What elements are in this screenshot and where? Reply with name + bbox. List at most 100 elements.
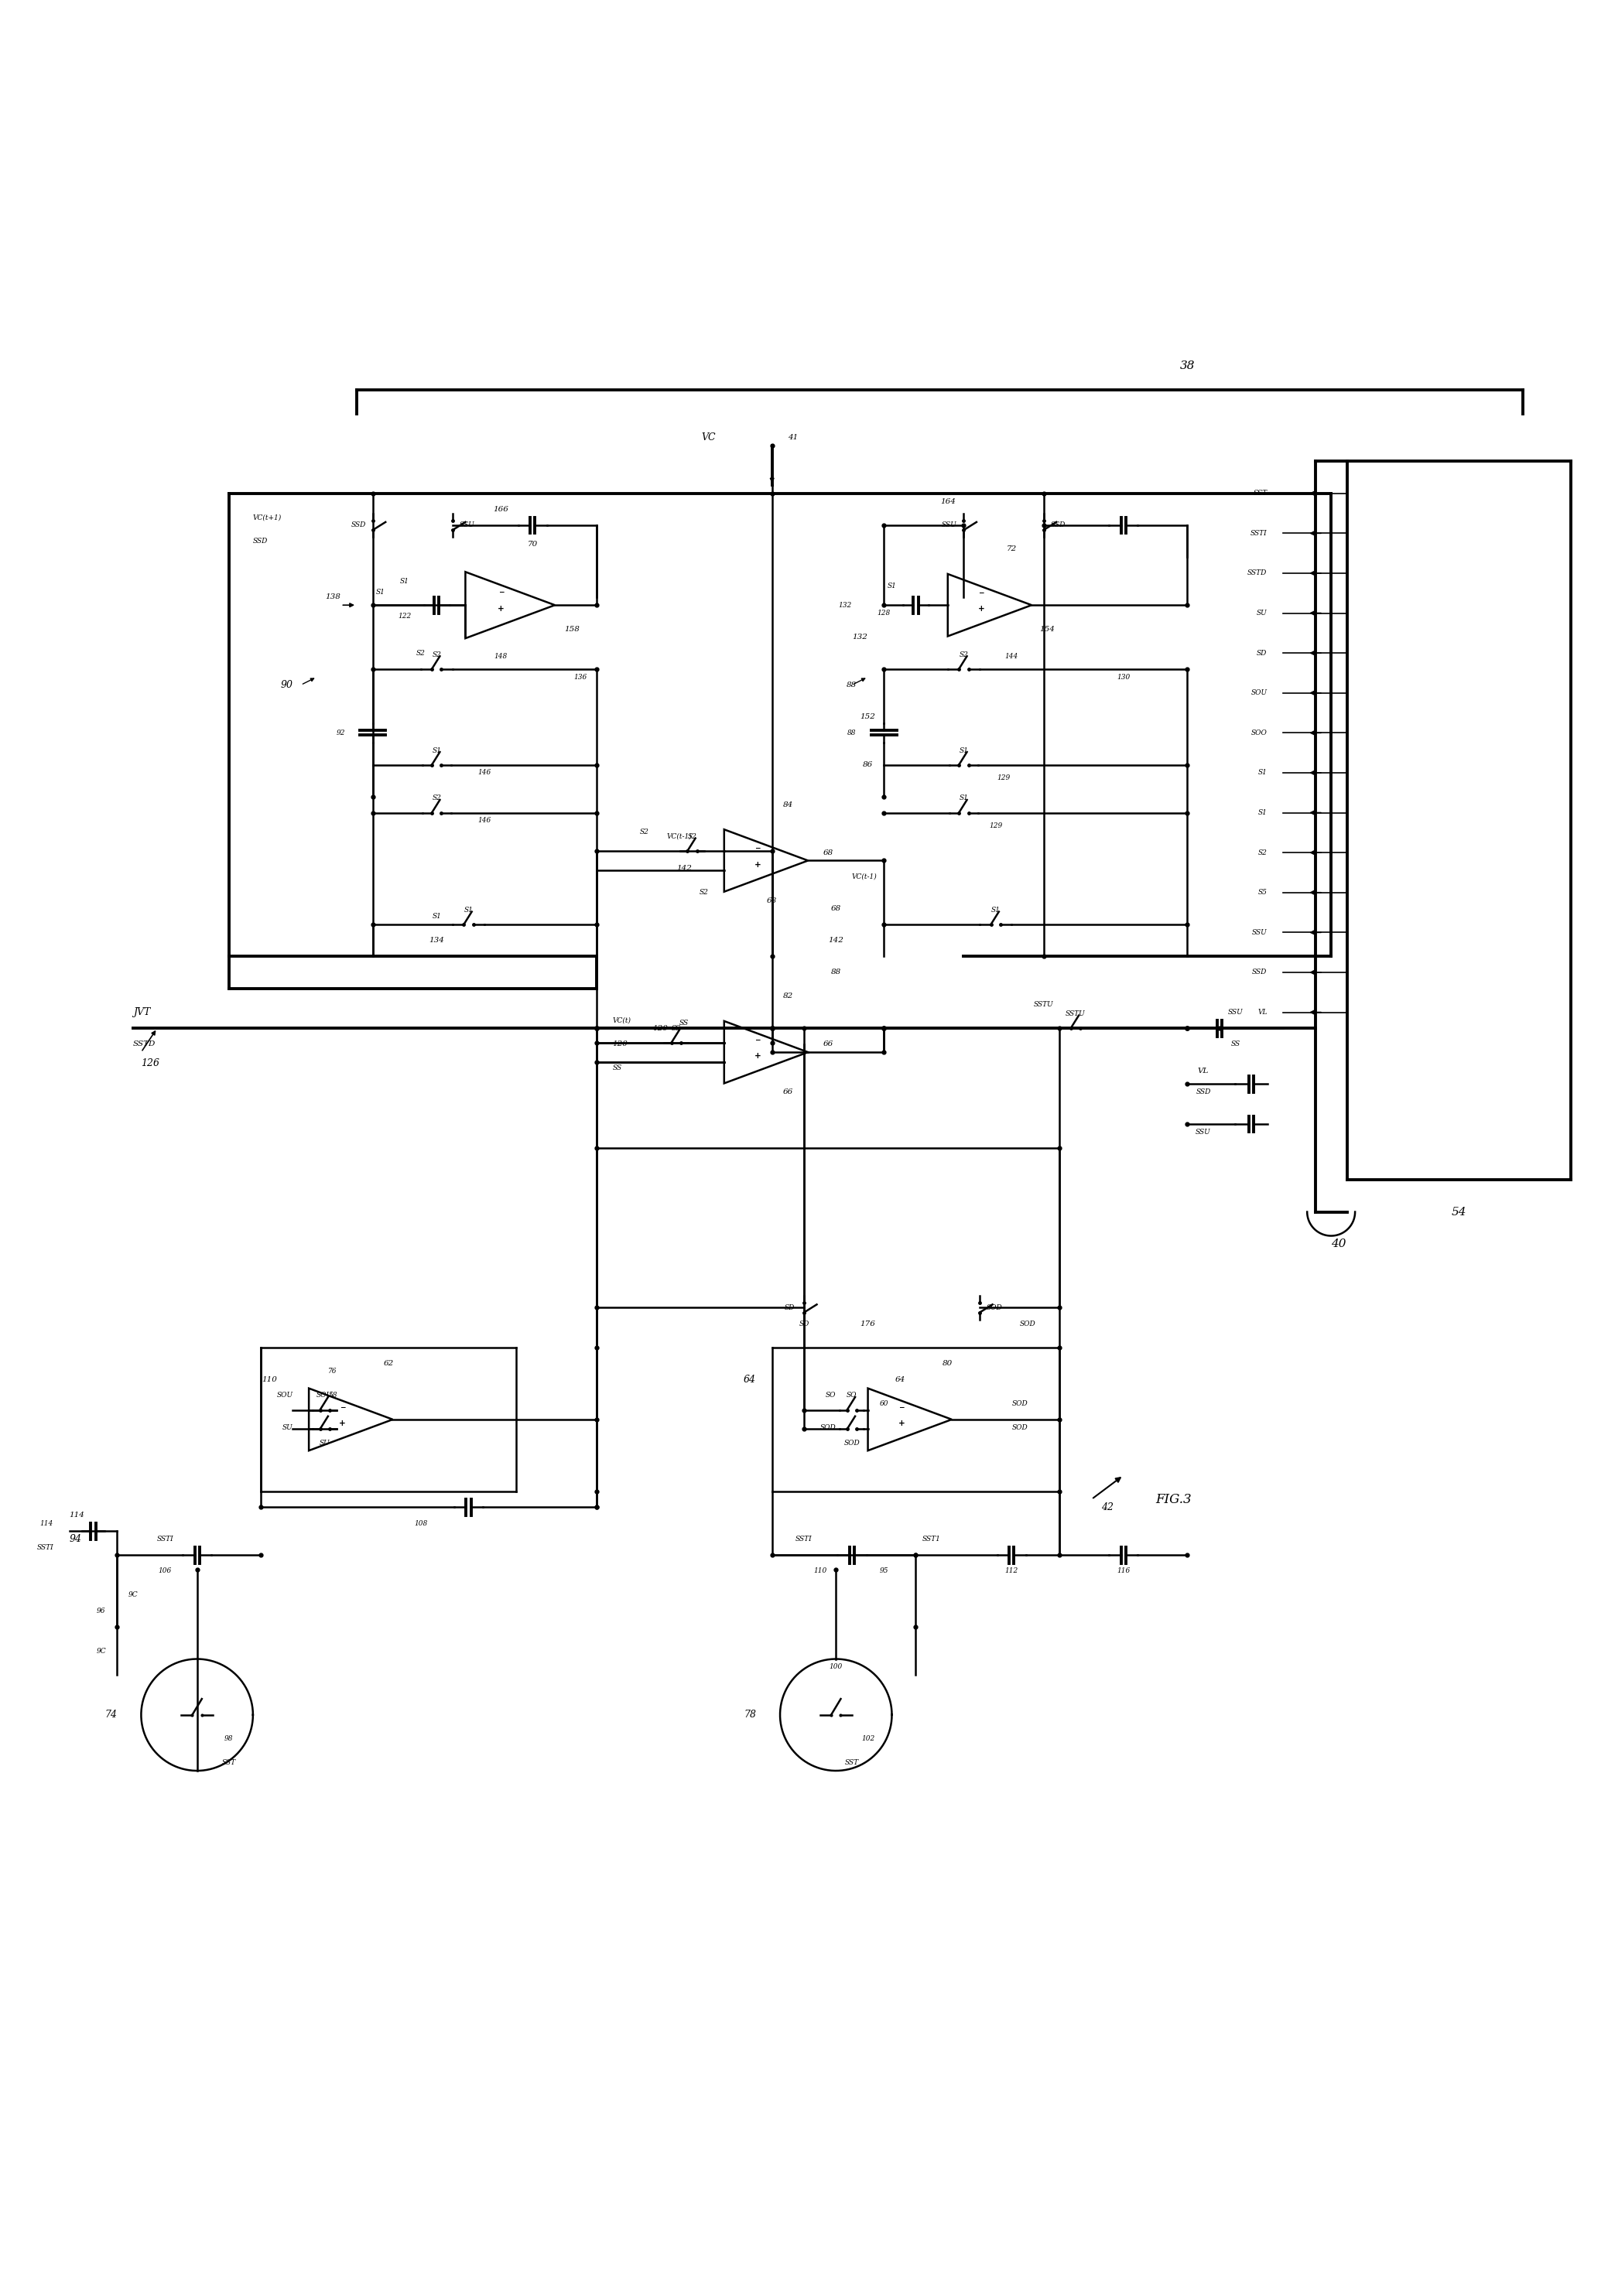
Text: 86: 86 [863,762,873,769]
Text: S5: S5 [1257,889,1267,895]
Text: SSD: SSD [1196,1088,1211,1095]
Text: 80: 80 [942,1359,954,1366]
Text: 158: 158 [564,625,580,631]
Text: 9C: 9C [129,1591,138,1598]
Text: SD: SD [799,1320,809,1327]
Text: 154: 154 [1039,625,1055,631]
Text: 122: 122 [399,613,412,620]
Text: SSU: SSU [1227,1008,1243,1015]
Text: 112: 112 [1005,1568,1018,1575]
Text: S1: S1 [433,746,441,753]
Text: SSTU: SSTU [1066,1010,1085,1017]
Text: 128: 128 [878,611,891,618]
Text: 74: 74 [105,1711,117,1720]
Text: S2: S2 [688,833,696,840]
Text: SU: SU [283,1424,293,1430]
Text: S2: S2 [958,652,968,659]
Text: SSTI: SSTI [796,1536,812,1543]
Text: SSU: SSU [942,521,957,528]
Text: SSD: SSD [351,521,367,528]
Text: SOU: SOU [1251,689,1267,696]
Text: 62: 62 [384,1359,394,1366]
Text: S1: S1 [400,579,410,585]
Text: 164: 164 [941,498,955,505]
Text: 146: 146 [478,769,490,776]
Text: SSD: SSD [1253,969,1267,976]
Text: 64: 64 [894,1375,905,1382]
Text: SOD: SOD [986,1304,1002,1311]
Text: SSTU: SSTU [1034,1001,1053,1008]
Text: −: − [754,1038,761,1045]
Text: 92: 92 [336,730,346,737]
Text: 68: 68 [831,905,841,912]
Text: SOD: SOD [1011,1401,1028,1407]
Text: SOU: SOU [277,1391,293,1398]
Text: SST: SST [1253,489,1267,496]
Text: 108: 108 [413,1520,428,1527]
Text: 132: 132 [852,634,868,641]
Text: SST1: SST1 [923,1536,941,1543]
Text: 66: 66 [823,1040,833,1047]
Text: 126: 126 [142,1058,159,1068]
Text: S1: S1 [1257,808,1267,815]
Text: 152: 152 [860,714,876,721]
Text: −: − [754,845,761,852]
Text: S1: S1 [991,907,1000,914]
Text: VC: VC [701,432,716,443]
Text: 132: 132 [838,602,852,608]
Text: −: − [978,590,984,597]
Text: 134: 134 [429,937,444,944]
Text: 142: 142 [677,866,691,872]
Text: S1: S1 [958,746,968,753]
Text: 129: 129 [989,822,1002,829]
Text: SSD: SSD [1050,521,1066,528]
Text: 84: 84 [783,801,793,808]
Text: 9C: 9C [96,1649,106,1655]
Text: 40: 40 [1331,1238,1346,1249]
Text: 54: 54 [1452,1205,1466,1217]
Text: S1: S1 [376,588,386,595]
Text: SD: SD [1257,650,1267,657]
Text: +: + [498,606,505,613]
Text: JVT: JVT [133,1008,151,1017]
Text: 98: 98 [225,1736,233,1743]
Text: 110: 110 [262,1375,277,1382]
Text: 96: 96 [96,1607,106,1614]
Text: 136: 136 [574,673,587,680]
Text: 60: 60 [880,1401,888,1407]
Text: 176: 176 [860,1320,876,1327]
Text: SU: SU [1256,611,1267,618]
Text: S1: S1 [1257,769,1267,776]
Text: VL: VL [1198,1068,1209,1075]
Text: 66: 66 [783,1088,793,1095]
Text: 166: 166 [492,505,508,512]
Text: +: + [754,861,761,868]
Text: 146: 146 [478,817,490,824]
Text: 114: 114 [69,1511,85,1518]
Text: SO: SO [825,1391,836,1398]
Text: 144: 144 [1005,652,1018,659]
Text: −: − [498,588,503,595]
Text: 82: 82 [783,992,793,999]
Text: −: − [339,1403,346,1412]
Text: S1: S1 [958,794,968,801]
Text: SSTI: SSTI [156,1536,174,1543]
Text: 90: 90 [280,680,293,691]
Text: 68: 68 [767,898,777,905]
Text: S2: S2 [640,829,650,836]
Text: 88: 88 [847,682,857,689]
Text: S2: S2 [433,794,441,801]
Text: +: + [339,1419,346,1428]
Text: 94: 94 [69,1534,82,1545]
Text: 72: 72 [1007,546,1016,553]
Text: SOU: SOU [317,1391,333,1398]
Text: 88: 88 [847,730,857,737]
Text: SS: SS [1230,1040,1240,1047]
Text: SOO: SOO [1251,730,1267,737]
Text: SS: SS [672,1024,680,1031]
Text: 116: 116 [1118,1568,1130,1575]
Text: 114: 114 [40,1520,53,1527]
Text: 110: 110 [814,1568,827,1575]
Text: S1: S1 [888,583,896,590]
Text: 138: 138 [325,595,341,602]
